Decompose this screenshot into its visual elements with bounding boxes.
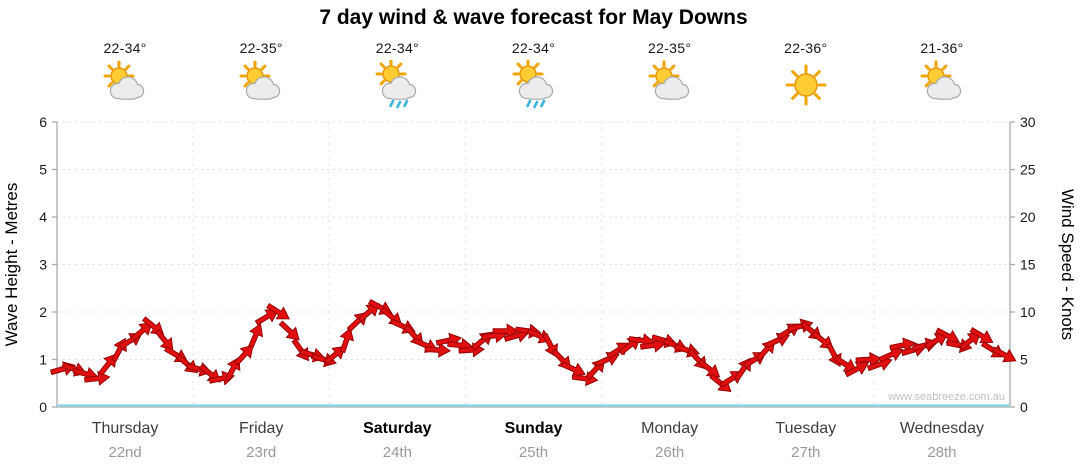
- day-header-wednesday: 21-36°: [874, 40, 1010, 110]
- temperature-range: 22-36°: [784, 40, 828, 56]
- left-axis-label: Wave Height - Metres: [2, 183, 21, 347]
- svg-text:6: 6: [39, 114, 47, 130]
- temperature-range: 22-34°: [103, 40, 147, 56]
- sun-icon: [785, 64, 827, 106]
- day-name: Wednesday: [899, 420, 985, 437]
- svg-text:4: 4: [39, 209, 47, 225]
- day-date: 27th: [791, 444, 821, 461]
- svg-text:5: 5: [39, 162, 47, 178]
- day-label-sunday: Sunday 25th: [466, 420, 602, 461]
- day-date: 28th: [927, 444, 957, 461]
- temperature-range: 22-35°: [648, 40, 692, 56]
- day-name: Monday: [641, 420, 699, 437]
- day-header-friday: 22-35°: [193, 40, 329, 110]
- temperature-range: 22-34°: [511, 40, 556, 56]
- sun-cloud-icon: [103, 60, 145, 100]
- day-label-monday: Monday 26th: [602, 420, 738, 461]
- temperature-range: 22-35°: [239, 40, 283, 56]
- day-name: Sunday: [504, 420, 563, 437]
- day-name: Tuesday: [775, 420, 837, 437]
- temperature-range: 21-36°: [920, 40, 964, 56]
- day-label-thursday: Thursday 22nd: [57, 420, 193, 461]
- chart-title: 7 day wind & wave forecast for May Downs: [319, 6, 748, 29]
- sun-cloud-rain-icon: [512, 60, 553, 109]
- day-name: Thursday: [91, 420, 159, 437]
- sun-cloud-icon: [648, 60, 689, 100]
- day-header-thursday: 22-34°: [57, 40, 193, 110]
- day-label-wednesday: Wednesday 28th: [874, 420, 1010, 461]
- day-name: Friday: [238, 420, 284, 437]
- day-date: 23rd: [246, 444, 277, 461]
- svg-text:0: 0: [39, 399, 47, 415]
- svg-text:5: 5: [1020, 352, 1028, 368]
- day-date: 24th: [382, 444, 412, 461]
- day-header-saturday: 22-34°: [329, 40, 465, 110]
- day-label-saturday: Saturday 24th: [329, 420, 465, 461]
- svg-text:30: 30: [1020, 114, 1036, 130]
- right-axis-label: Wind Speed - Knots: [1058, 189, 1077, 340]
- sun-cloud-rain-icon: [375, 60, 417, 109]
- svg-text:2: 2: [39, 304, 47, 320]
- day-name: Saturday: [363, 420, 432, 437]
- svg-text:10: 10: [1020, 304, 1036, 320]
- svg-text:25: 25: [1020, 162, 1036, 178]
- sun-cloud-icon: [920, 60, 962, 100]
- day-header-sunday: 22-34°: [466, 40, 602, 110]
- day-label-friday: Friday 23rd: [193, 420, 329, 461]
- svg-text:20: 20: [1020, 209, 1036, 225]
- sun-cloud-icon: [239, 60, 281, 100]
- svg-text:0: 0: [1020, 399, 1028, 415]
- day-date: 25th: [518, 444, 549, 461]
- day-header-monday: 22-35°: [602, 40, 738, 110]
- temperature-range: 22-34°: [375, 40, 419, 56]
- day-date: 26th: [655, 444, 685, 461]
- day-label-tuesday: Tuesday 27th: [738, 420, 874, 461]
- wind-arrow-series: [49, 299, 1017, 392]
- svg-text:15: 15: [1020, 257, 1036, 273]
- svg-text:1: 1: [39, 352, 47, 368]
- svg-text:3: 3: [39, 257, 47, 273]
- day-header-tuesday: 22-36°: [738, 40, 874, 110]
- watermark: www.seabreeze.com.au: [887, 391, 1005, 403]
- day-date: 22nd: [108, 444, 142, 461]
